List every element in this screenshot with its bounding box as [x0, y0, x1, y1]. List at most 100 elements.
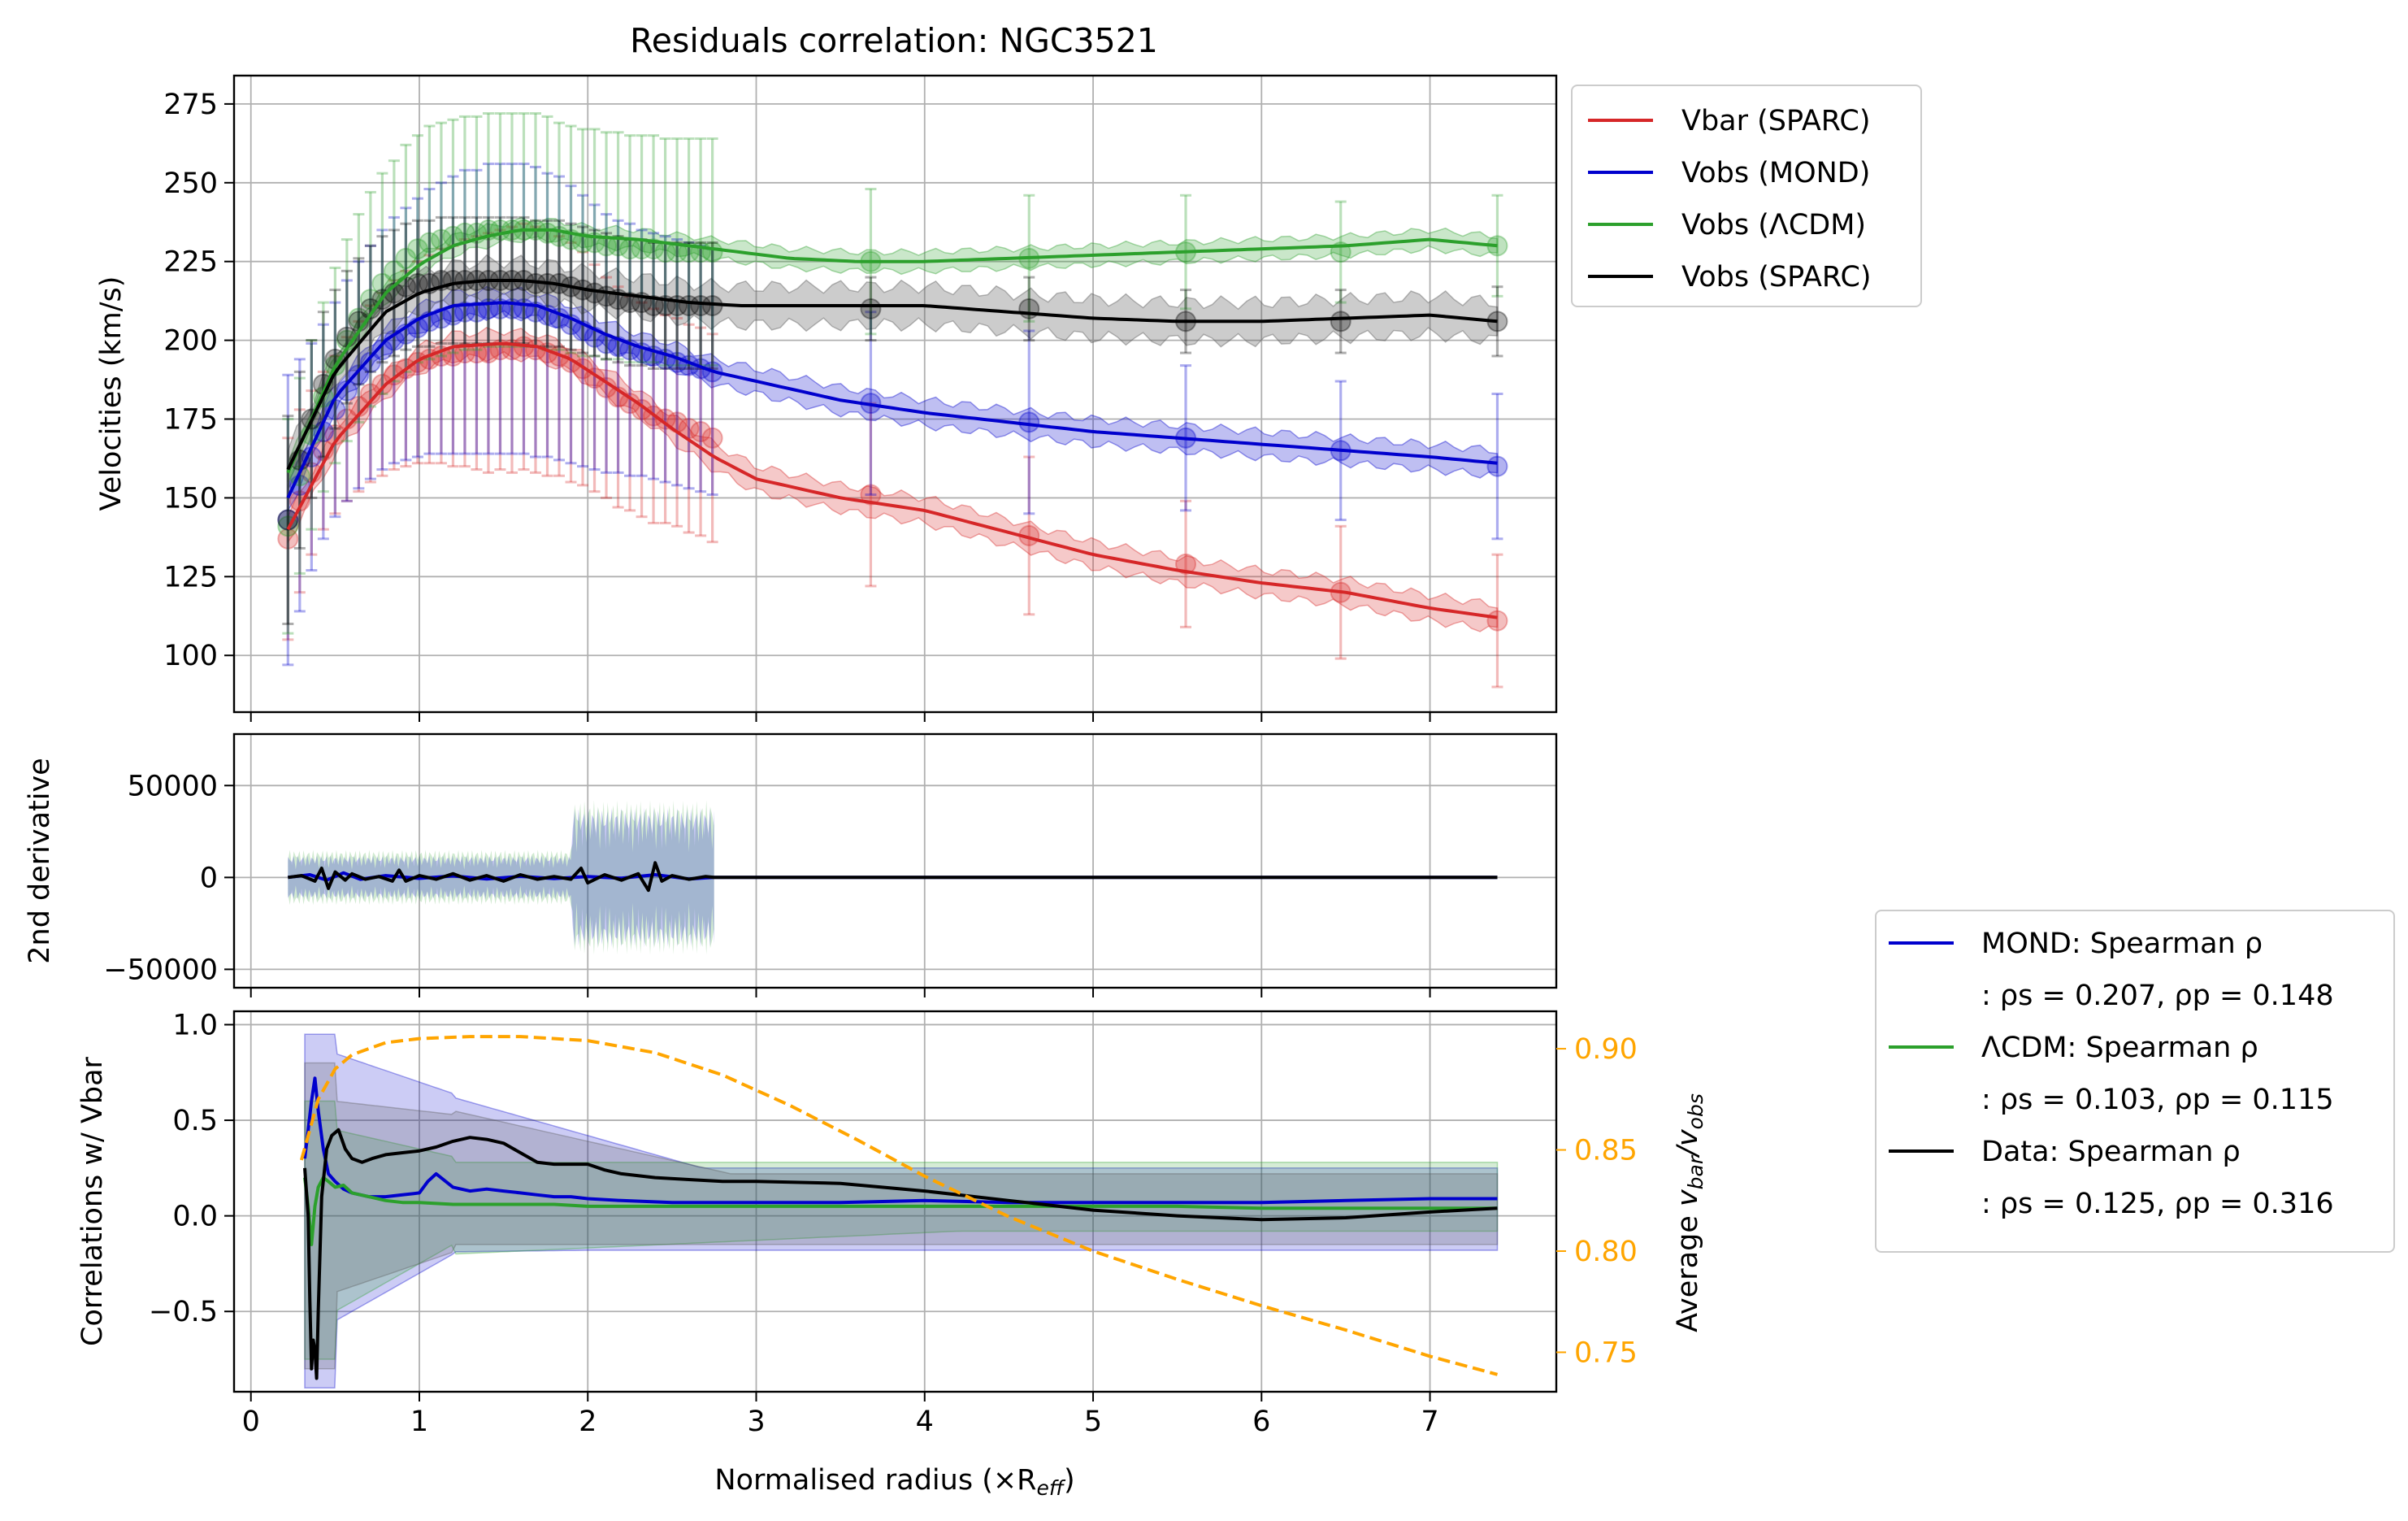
data-point	[690, 421, 712, 443]
data-point	[536, 222, 558, 244]
correlation-band	[304, 1100, 1499, 1360]
legend-label: Vobs (ΛCDM)	[1681, 209, 1866, 241]
x-axis-label-main: Normalised radius (×R	[714, 1464, 1036, 1497]
derivative-line	[288, 861, 1498, 893]
correlation-y-ticks: 1.0 0.5 0.0 −0.5	[149, 1009, 234, 1328]
data-point	[860, 298, 882, 319]
correlation-axes-frame	[232, 1010, 1558, 1393]
correlation-plot-area	[299, 1033, 1499, 1389]
series-line-3	[286, 279, 1498, 471]
y-tick-label: 50000	[128, 770, 218, 802]
legend-label: Vobs (MOND)	[1681, 157, 1870, 189]
derivative-plot-area	[288, 800, 1498, 955]
correlation-legend-frame	[1875, 910, 2395, 1253]
data-point	[359, 298, 381, 319]
velocity-y-label: Velocities (km/s)	[95, 276, 128, 511]
y-tick-label: 250	[163, 167, 218, 200]
data-point	[1486, 455, 1508, 477]
data-point	[453, 342, 475, 364]
data-point	[607, 235, 629, 257]
ratio-line	[299, 1035, 1499, 1376]
y-tick-label: −50000	[103, 954, 218, 986]
data-point	[466, 342, 488, 364]
ratio-y-label: Average vbar/vobs	[1672, 1093, 1707, 1332]
y2-tick-label: 0.90	[1574, 1033, 1638, 1066]
y-tick-label: 0	[200, 862, 218, 894]
confidence-band-3	[287, 254, 1499, 491]
data-point	[690, 294, 712, 316]
data-point	[277, 509, 299, 531]
y-tick-label: 200	[163, 325, 218, 358]
x-tick-label: 2	[579, 1406, 597, 1438]
derivative-axes-frame	[232, 732, 1558, 989]
y2-tick-label: 0.85	[1574, 1135, 1638, 1167]
y-tick-label: 0.0	[172, 1201, 218, 1233]
correlation-band	[304, 1062, 1499, 1370]
velocity-axes-frame	[232, 74, 1558, 714]
x-tick-label: 6	[1252, 1406, 1270, 1438]
data-point	[348, 364, 370, 386]
correlation-y-label: Correlations w/ Vbar	[76, 1056, 109, 1346]
x-tick-label: 7	[1421, 1406, 1438, 1438]
data-point	[430, 228, 452, 250]
data-point	[371, 373, 393, 395]
x-axis-label-close: )	[1064, 1464, 1075, 1497]
data-point	[395, 247, 417, 269]
series-line-0	[286, 341, 1498, 619]
data-point	[1175, 553, 1197, 575]
y-tick-label: 175	[163, 404, 218, 437]
velocity-x-ticks	[249, 712, 1431, 722]
correlation-legend: MOND: Spearman ρ: ρs = 0.207, ρp = 0.148…	[1875, 910, 2395, 1253]
data-point	[336, 380, 358, 402]
legend-label: MOND: Spearman ρ	[1981, 928, 2263, 960]
velocity-legend: Vbar (SPARC) Vobs (MOND) Vobs (ΛCDM) Vobs (…	[1571, 85, 1922, 307]
correlation-x-ticks: 0 1 2 3 4 5 6 7	[242, 1392, 1439, 1438]
y2-tick-label: 0.75	[1574, 1336, 1638, 1369]
derivative-y-ticks: 50000 0 −50000	[103, 770, 234, 986]
velocity-y-ticks: 100 125 150 175 200 225 250 275	[163, 89, 234, 672]
data-point	[277, 509, 299, 531]
ratio-y-label-prefix: Average	[1672, 1206, 1704, 1332]
ratio-y-label-sub1: bar	[1684, 1154, 1707, 1189]
data-point	[383, 260, 405, 282]
ratio-y-label-v: v	[1672, 1189, 1704, 1206]
data-point	[643, 294, 665, 316]
velocity-grid	[234, 76, 1556, 712]
y-tick-label: 150	[163, 482, 218, 515]
data-point	[572, 232, 594, 254]
y-tick-label: 100	[163, 640, 218, 672]
data-point	[466, 301, 488, 323]
x-tick-label: 4	[916, 1406, 934, 1438]
derivative-y-label: 2nd derivative	[24, 758, 56, 964]
velocity-legend-frame	[1571, 85, 1922, 307]
x-axis-label-sub: eff	[1037, 1476, 1066, 1500]
y-tick-label: 1.0	[172, 1009, 218, 1041]
data-point	[1018, 298, 1040, 319]
data-point	[860, 484, 882, 506]
data-point	[701, 427, 723, 449]
derivative-x-ticks	[249, 988, 1431, 997]
data-point	[406, 238, 428, 260]
x-axis-label: Normalised radius (×Reff)	[714, 1464, 1074, 1500]
y2-tick-label: 0.80	[1574, 1236, 1638, 1268]
data-point	[371, 339, 393, 361]
chart-title: Residuals correlation: NGC3521	[630, 21, 1158, 60]
correlation-band	[304, 1033, 1499, 1389]
data-point	[631, 398, 653, 420]
y-tick-label: 0.5	[172, 1105, 218, 1137]
legend-label: ΛCDM: Spearman ρ	[1981, 1032, 2258, 1064]
ratio-y-label-sub2: obs	[1684, 1093, 1707, 1129]
ratio-y-label-slash: /v	[1672, 1128, 1704, 1158]
data-point	[619, 292, 641, 314]
confidence-band-0	[287, 327, 1499, 632]
legend-label: Vobs (SPARC)	[1681, 261, 1872, 293]
legend-label: Data: Spearman ρ	[1981, 1136, 2241, 1168]
x-tick-label: 1	[410, 1406, 428, 1438]
data-point	[371, 272, 393, 294]
data-point	[419, 232, 440, 254]
ratio-y-ticks: 0.90 0.85 0.80 0.75	[1556, 1033, 1638, 1369]
y-tick-label: 275	[163, 89, 218, 121]
correlation-line-0	[303, 1076, 1498, 1205]
series-line-1	[286, 301, 1498, 499]
